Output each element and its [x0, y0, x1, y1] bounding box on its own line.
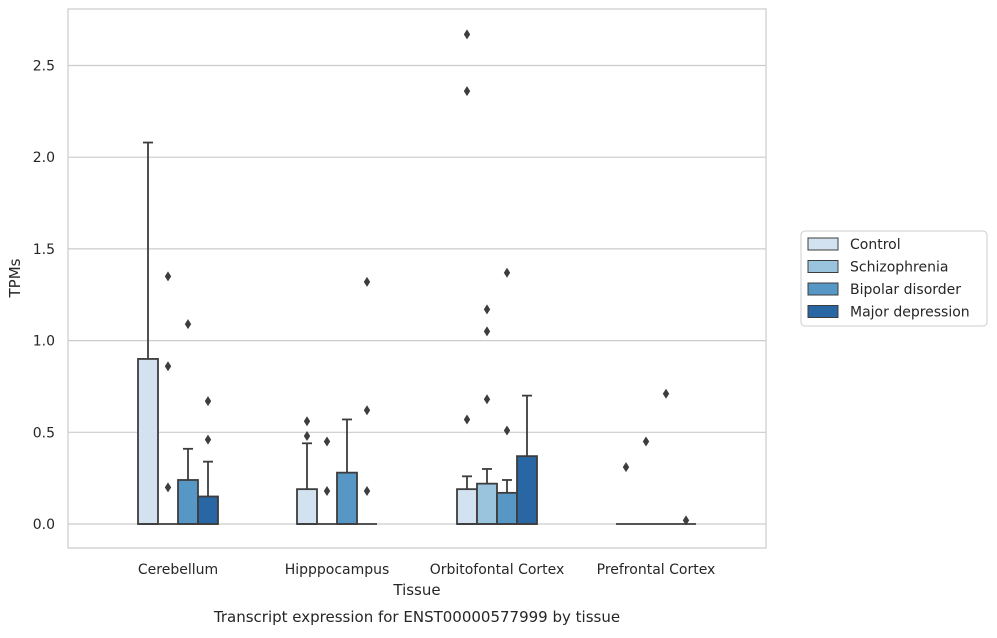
box [177, 479, 199, 525]
box [496, 491, 518, 525]
outlier-point [642, 436, 650, 447]
outlier-point [303, 430, 311, 441]
outlier-point [622, 462, 630, 473]
box-group [496, 267, 518, 525]
legend-swatch [807, 305, 839, 318]
outlier-point [204, 434, 212, 445]
legend-label: Control [850, 237, 901, 253]
box [296, 488, 318, 525]
outlier-point [303, 416, 311, 427]
outlier-point [503, 267, 511, 278]
y-tick-label: 2.0 [33, 150, 55, 166]
outlier-point [483, 394, 491, 405]
box [197, 495, 219, 525]
outlier-point [164, 271, 172, 282]
y-tick-label: 1.0 [33, 334, 55, 350]
outlier-point [164, 361, 172, 372]
y-tick-label: 1.5 [33, 242, 55, 258]
y-tick-label: 0.5 [33, 425, 55, 441]
box-group [197, 396, 219, 525]
outlier-point [463, 29, 471, 40]
y-tick-label: 2.5 [33, 59, 55, 75]
box [476, 482, 498, 525]
y-axis-label: TPMs [6, 258, 24, 298]
x-tick-label: Prefrontal Cortex [597, 562, 716, 578]
y-tick-label: 0.0 [33, 517, 55, 533]
legend-label: Schizophrenia [850, 260, 948, 276]
outlier-point [184, 319, 192, 330]
box-group [317, 436, 337, 525]
outlier-point [463, 86, 471, 97]
box-group [656, 388, 676, 525]
outlier-point [323, 485, 331, 496]
x-tick-label: Hipppocampus [285, 562, 390, 578]
legend-label: Major depression [850, 305, 970, 321]
box-group [456, 29, 478, 525]
legend-swatch [807, 282, 839, 296]
plot-area-frame [67, 8, 767, 549]
box-group [516, 394, 538, 525]
box-group [357, 276, 377, 525]
box [456, 488, 478, 525]
gridlines [68, 64, 766, 525]
x-tick-label: Orbitofontal Cortex [430, 562, 565, 578]
x-tick-label: Cerebellum [138, 562, 218, 578]
box-group [336, 418, 358, 525]
x-axis-label: Tissue [392, 581, 440, 599]
box-group [636, 436, 656, 525]
box-group [137, 141, 159, 525]
box [336, 471, 358, 525]
outlier-point [363, 485, 371, 496]
outlier-point [463, 414, 471, 425]
legend: Control Schizophrenia Bipolar disorder Majo… [800, 230, 988, 327]
chart-caption: Transcript expression for ENST0000057799… [213, 608, 620, 626]
outlier-point [483, 304, 491, 315]
outlier-point [363, 276, 371, 287]
outlier-point [682, 515, 690, 526]
outlier-point [204, 396, 212, 407]
legend-frame [800, 230, 988, 327]
box [137, 358, 159, 525]
box-group [476, 304, 498, 525]
x-tick-labels: Cerebellum Hipppocampus Orbitofontal Corte… [138, 562, 715, 578]
outlier-point [323, 436, 331, 447]
box [516, 455, 538, 525]
outlier-point [662, 388, 670, 399]
box-group [676, 515, 696, 526]
outlier-point [164, 482, 172, 493]
outlier-point [503, 425, 511, 436]
legend-swatch [807, 260, 839, 273]
outlier-point [363, 405, 371, 416]
outlier-point [483, 326, 491, 337]
box-layer [137, 29, 696, 526]
y-tick-labels: 0.0 0.5 1.0 1.5 2.0 2.5 [33, 59, 55, 534]
legend-swatch [807, 237, 839, 251]
legend-label: Bipolar disorder [850, 282, 961, 298]
box-group [296, 416, 318, 525]
box-group [158, 271, 178, 525]
box-group [616, 462, 636, 525]
box-group [177, 319, 199, 525]
